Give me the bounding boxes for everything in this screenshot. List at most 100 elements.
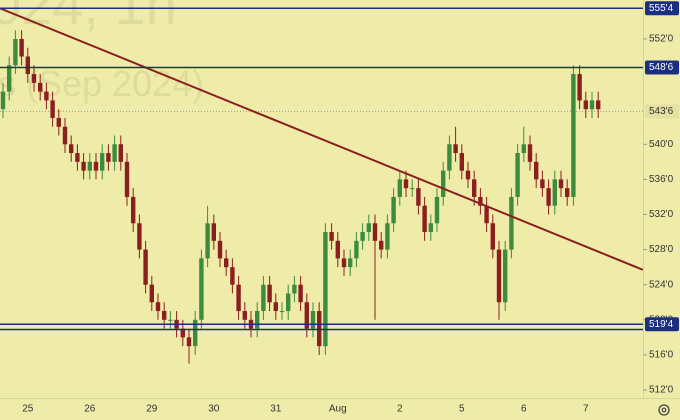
candle-body bbox=[168, 319, 173, 321]
candle-body bbox=[286, 293, 291, 312]
candle-body bbox=[490, 223, 495, 250]
candle-body bbox=[509, 196, 514, 250]
candle-body bbox=[527, 144, 533, 162]
gear-icon bbox=[658, 404, 670, 416]
candle-body bbox=[348, 258, 353, 268]
candle-body bbox=[155, 302, 161, 312]
candle-body bbox=[552, 179, 557, 206]
candle-body bbox=[149, 284, 154, 303]
candle-body bbox=[521, 144, 526, 154]
price-label: 548'6 bbox=[649, 62, 674, 73]
candle-body bbox=[459, 153, 464, 171]
y-tick-label: 552'0 bbox=[649, 34, 674, 45]
candle-body bbox=[100, 153, 105, 171]
candle-body bbox=[0, 91, 6, 110]
candle-body bbox=[131, 196, 136, 224]
trend-line bbox=[0, 7, 644, 271]
candle-body bbox=[230, 267, 235, 285]
candle-body bbox=[273, 302, 278, 312]
candle-body bbox=[577, 74, 582, 101]
candle-body bbox=[391, 196, 396, 224]
x-tick-label: 25 bbox=[22, 404, 34, 415]
x-tick-label: 6 bbox=[521, 404, 527, 415]
candle-body bbox=[416, 188, 421, 206]
y-tick-label: 516'0 bbox=[649, 350, 674, 361]
candle-body bbox=[236, 284, 241, 312]
candle-body bbox=[558, 179, 564, 189]
last-price-box bbox=[645, 104, 679, 119]
candle-body bbox=[484, 205, 489, 224]
price-label: 555'4 bbox=[649, 3, 674, 14]
candle-body bbox=[317, 311, 322, 347]
candle-body bbox=[540, 179, 545, 189]
candle-body bbox=[38, 82, 43, 92]
price-label: 519'4 bbox=[649, 319, 674, 330]
candle-body bbox=[56, 117, 61, 127]
candle-body bbox=[465, 170, 471, 180]
x-tick-label: 29 bbox=[146, 404, 158, 415]
candle-body bbox=[546, 188, 551, 206]
candle-body bbox=[589, 100, 595, 110]
candle-body bbox=[515, 153, 520, 197]
candle-body bbox=[565, 188, 570, 197]
candle-body bbox=[534, 161, 539, 180]
candle-body bbox=[81, 161, 86, 171]
y-tick-label: 524'0 bbox=[649, 279, 674, 290]
candle-body bbox=[25, 56, 30, 75]
candle-body bbox=[50, 100, 55, 118]
watermark: 024, 1h bbox=[0, 0, 177, 36]
candle-body bbox=[7, 65, 12, 92]
price-label-box bbox=[645, 60, 679, 75]
candle-body bbox=[360, 232, 365, 241]
x-tick-label: 5 bbox=[459, 404, 465, 415]
candle-body bbox=[496, 249, 502, 303]
candle-body bbox=[596, 100, 601, 110]
candle-body bbox=[162, 311, 167, 320]
candle-body bbox=[118, 144, 123, 162]
x-tick-label: 30 bbox=[208, 404, 220, 415]
candle-body bbox=[279, 311, 285, 313]
candle-body bbox=[205, 223, 210, 259]
candle-body bbox=[472, 179, 477, 197]
candle-body bbox=[13, 38, 18, 66]
candle-body bbox=[69, 144, 74, 154]
candle-body bbox=[255, 311, 260, 329]
candle-body bbox=[341, 258, 347, 268]
candle-body bbox=[441, 170, 446, 197]
x-tick-label: 2 bbox=[397, 404, 403, 415]
x-tick-label: 26 bbox=[84, 404, 96, 415]
candle-body bbox=[434, 196, 440, 224]
candle-body bbox=[298, 284, 303, 303]
candle-body bbox=[372, 223, 378, 241]
candle-body bbox=[366, 223, 371, 233]
price-label-box bbox=[645, 1, 679, 16]
candle-body bbox=[87, 161, 92, 171]
candle-body bbox=[422, 205, 427, 233]
candle-body bbox=[31, 74, 37, 83]
y-tick-label: 528'0 bbox=[649, 244, 674, 255]
candle-body bbox=[143, 249, 148, 285]
candle-body bbox=[329, 232, 334, 241]
candle-body bbox=[193, 319, 198, 347]
candle-body bbox=[304, 302, 309, 329]
candle-body bbox=[403, 179, 409, 189]
candle-body bbox=[19, 38, 24, 57]
last-price-label: 543'6 bbox=[649, 106, 674, 117]
y-tick-label: 512'0 bbox=[649, 385, 674, 396]
candle-body bbox=[211, 223, 216, 241]
candle-body bbox=[180, 328, 185, 338]
candle-body bbox=[447, 144, 452, 171]
candle-body bbox=[112, 144, 117, 162]
candle-body bbox=[224, 258, 229, 268]
candle-body bbox=[410, 188, 415, 190]
candle-body bbox=[267, 284, 272, 303]
candle-body bbox=[199, 258, 204, 320]
candle-body bbox=[137, 223, 142, 250]
candle-body bbox=[124, 161, 130, 197]
candle-body bbox=[186, 337, 192, 347]
settings-button[interactable] bbox=[658, 404, 670, 416]
candle-body bbox=[62, 126, 68, 145]
candle-body bbox=[453, 144, 458, 154]
x-tick-label: 31 bbox=[270, 404, 282, 415]
